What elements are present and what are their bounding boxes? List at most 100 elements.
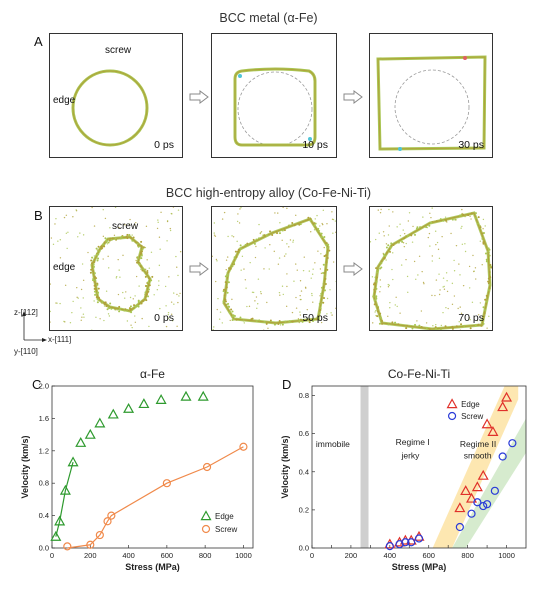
chart-c-ytick-label: 0.8 [39,479,49,488]
data-point [202,462,212,472]
data-point [63,542,72,551]
annotation-regime-1: Regime I [396,437,430,447]
chart-d-y-axis-label: Velocity (km/s) [280,435,290,498]
legend-label: Edge [215,512,234,521]
data-point [162,479,171,488]
data-point [107,511,116,520]
data-point [466,492,478,503]
data-point [84,428,96,439]
panel-a-30ps: 30 ps [369,33,493,158]
legend-label: Edge [461,400,480,409]
annotation-regime-2: Regime II [460,439,496,449]
axis-z-label: z-[112] [14,308,38,317]
chart-c-y-axis-label: Velocity (km/s) [20,435,30,498]
chart-alpha-fe: C 0 200 400 600 800 1000 0.0 0.4 0.8 1.2 1.6 2.0 Stre… [20,367,254,572]
legend-label: Screw [461,412,483,421]
panel-d-label: D [282,377,291,392]
chart-c-xtick-label: 800 [199,551,212,560]
data-point [460,485,472,496]
axes-triad [22,311,47,342]
data-point [103,517,112,526]
hea-loop-70ps [370,207,492,330]
immobile-threshold-bar [360,386,369,548]
chart-d-ytick-label: 0.6 [299,429,309,438]
data-point [414,534,424,543]
label-screw: screw [112,221,139,232]
data-point [67,456,79,467]
row-b-title: BCC high-entropy alloy (Co-Fe-Ni-Ti) [165,186,372,200]
right-arrow-icon [343,90,363,104]
panel-b-0ps: screw edge 0 ps [49,206,183,331]
chart-d-ytick-label: 0.0 [299,544,309,553]
chart-d-ytick-label: 0.8 [299,391,309,400]
panel-c-label: C [32,377,41,392]
data-point [239,442,248,451]
data-point [481,418,493,429]
annotation-regime-2-sub: smooth [464,450,492,460]
legend-marker [200,510,212,521]
row-a-title: BCC metal (α-Fe) [219,11,318,25]
chart-c-xtick-label: 0 [50,551,54,560]
data-point [86,540,95,549]
fe-loop-10ps [233,67,317,147]
data-point [501,391,513,402]
time-label: 10 ps [302,139,328,151]
chart-c-ytick-label: 0.4 [39,511,49,520]
chart-d-plot-frame [311,385,527,549]
data-point [455,522,464,532]
right-arrow-icon [189,90,209,104]
data-point [138,398,150,409]
panel-b-70ps: 70 ps [369,206,493,331]
legend-marker [446,398,458,409]
fe-loop-0ps [71,69,149,147]
data-point [490,486,499,495]
right-arrow-icon [189,262,209,276]
axis-x-label: x-[111] [48,335,72,344]
panel-a-10ps: 10 ps [211,33,337,158]
data-point [407,538,416,547]
time-label: 50 ps [302,312,328,324]
chart-c-plot-frame [51,385,254,549]
panel-b-50ps: 50 ps [211,206,337,331]
data-point [479,501,488,511]
right-arrow-icon [343,262,363,276]
chart-d-ytick-label: 0.2 [299,505,309,514]
fe-loop-30ps [376,55,487,151]
chart-c-title: α-Fe [140,367,165,381]
chart-co-fe-ni-ti: D 0 200 400 600 800 1000 0.0 0.2 0.4 0.6 0.8 Stress … [280,367,527,572]
annotation-regime-1-sub: jerky [400,450,420,460]
chart-d-xtick-label: 400 [384,551,397,560]
time-label: 70 ps [458,312,484,324]
chart-c-ytick-label: 0.0 [39,544,49,553]
data-point [497,401,509,412]
chart-d-xtick-label: 0 [310,551,314,560]
data-point [498,452,507,461]
time-label: 0 ps [154,312,174,324]
data-point [477,469,489,480]
series-fit-line [55,461,74,537]
data-point [482,500,492,509]
chart-c-ytick-label: 1.6 [39,414,49,423]
data-point [471,481,483,492]
data-point [94,417,106,428]
data-point [197,390,209,401]
chart-d-x-axis-label: Stress (MPa) [392,562,447,572]
panel-a-0ps: screw edge 0 ps [49,33,183,158]
chart-c-xtick-label: 400 [122,551,135,560]
regime-edge-band [432,386,519,548]
data-point [454,502,466,513]
data-point [508,439,517,448]
chart-d-xtick-label: 600 [422,551,435,560]
chart-c-ytick-label: 1.2 [39,446,49,455]
data-point [473,498,482,507]
data-point [59,484,71,495]
hea-loop-0ps [50,207,182,330]
chart-d-title: Co-Fe-Ni-Ti [388,367,450,381]
legend-marker [447,411,457,421]
data-point [107,408,119,419]
data-point [401,538,410,547]
label-edge: edge [53,262,76,273]
data-point [385,541,394,551]
data-point [155,394,167,404]
data-point [75,436,87,447]
